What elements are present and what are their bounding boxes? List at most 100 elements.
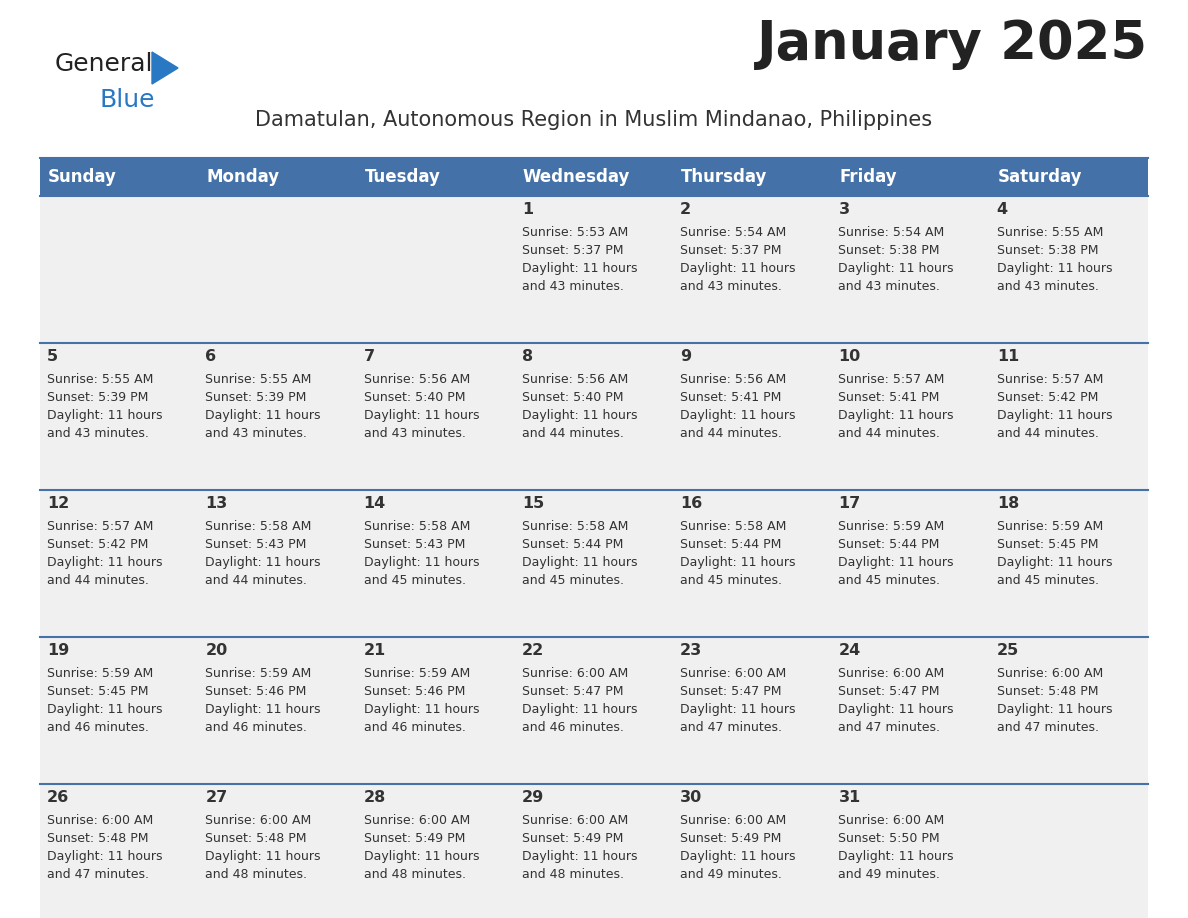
Text: Sunset: 5:44 PM: Sunset: 5:44 PM bbox=[522, 538, 624, 551]
Text: Sunset: 5:37 PM: Sunset: 5:37 PM bbox=[522, 244, 624, 257]
Text: and 46 minutes.: and 46 minutes. bbox=[206, 721, 308, 734]
Text: and 49 minutes.: and 49 minutes. bbox=[681, 868, 782, 881]
Bar bbox=[356, 343, 514, 490]
Text: 3: 3 bbox=[839, 202, 849, 217]
Text: and 43 minutes.: and 43 minutes. bbox=[681, 280, 782, 293]
Text: Sunrise: 5:54 AM: Sunrise: 5:54 AM bbox=[839, 226, 944, 239]
Bar bbox=[832, 196, 990, 343]
Bar bbox=[990, 158, 1148, 196]
Text: and 48 minutes.: and 48 minutes. bbox=[364, 868, 466, 881]
Text: Daylight: 11 hours: Daylight: 11 hours bbox=[839, 850, 954, 863]
Text: Sunrise: 6:00 AM: Sunrise: 6:00 AM bbox=[522, 667, 628, 680]
Text: Daylight: 11 hours: Daylight: 11 hours bbox=[48, 556, 163, 569]
Text: Sunset: 5:50 PM: Sunset: 5:50 PM bbox=[839, 832, 940, 845]
Text: Sunrise: 5:58 AM: Sunrise: 5:58 AM bbox=[522, 520, 628, 533]
Text: 12: 12 bbox=[48, 496, 69, 511]
Text: Daylight: 11 hours: Daylight: 11 hours bbox=[997, 703, 1112, 716]
Text: 23: 23 bbox=[681, 643, 702, 658]
Text: and 46 minutes.: and 46 minutes. bbox=[48, 721, 148, 734]
Text: and 45 minutes.: and 45 minutes. bbox=[839, 574, 941, 587]
Text: 4: 4 bbox=[997, 202, 1007, 217]
Text: Sunrise: 5:59 AM: Sunrise: 5:59 AM bbox=[48, 667, 153, 680]
Text: Sunrise: 5:57 AM: Sunrise: 5:57 AM bbox=[839, 373, 944, 386]
Bar bbox=[674, 196, 832, 343]
Text: Daylight: 11 hours: Daylight: 11 hours bbox=[839, 703, 954, 716]
Text: Daylight: 11 hours: Daylight: 11 hours bbox=[681, 850, 796, 863]
Text: January 2025: January 2025 bbox=[757, 18, 1148, 70]
Bar bbox=[198, 158, 356, 196]
Text: and 43 minutes.: and 43 minutes. bbox=[839, 280, 941, 293]
Text: and 47 minutes.: and 47 minutes. bbox=[997, 721, 1099, 734]
Text: Daylight: 11 hours: Daylight: 11 hours bbox=[522, 409, 637, 422]
Text: Sunset: 5:48 PM: Sunset: 5:48 PM bbox=[48, 832, 148, 845]
Text: 15: 15 bbox=[522, 496, 544, 511]
Text: Sunset: 5:49 PM: Sunset: 5:49 PM bbox=[364, 832, 465, 845]
Text: Daylight: 11 hours: Daylight: 11 hours bbox=[839, 409, 954, 422]
Text: Daylight: 11 hours: Daylight: 11 hours bbox=[206, 409, 321, 422]
Text: 29: 29 bbox=[522, 790, 544, 805]
Text: and 47 minutes.: and 47 minutes. bbox=[48, 868, 148, 881]
Text: Sunset: 5:38 PM: Sunset: 5:38 PM bbox=[839, 244, 940, 257]
Text: Daylight: 11 hours: Daylight: 11 hours bbox=[522, 850, 637, 863]
Text: Daylight: 11 hours: Daylight: 11 hours bbox=[48, 850, 163, 863]
Text: Sunset: 5:49 PM: Sunset: 5:49 PM bbox=[522, 832, 624, 845]
Text: Sunset: 5:47 PM: Sunset: 5:47 PM bbox=[839, 685, 940, 698]
Text: Sunrise: 6:00 AM: Sunrise: 6:00 AM bbox=[997, 667, 1102, 680]
Text: Sunset: 5:39 PM: Sunset: 5:39 PM bbox=[48, 391, 148, 404]
Text: Daylight: 11 hours: Daylight: 11 hours bbox=[48, 409, 163, 422]
Text: and 44 minutes.: and 44 minutes. bbox=[839, 427, 941, 440]
Text: Sunrise: 5:54 AM: Sunrise: 5:54 AM bbox=[681, 226, 786, 239]
Text: Sunset: 5:40 PM: Sunset: 5:40 PM bbox=[522, 391, 624, 404]
Bar bbox=[514, 158, 674, 196]
Text: 10: 10 bbox=[839, 349, 860, 364]
Text: and 49 minutes.: and 49 minutes. bbox=[839, 868, 941, 881]
Bar bbox=[514, 784, 674, 918]
Text: Daylight: 11 hours: Daylight: 11 hours bbox=[997, 409, 1112, 422]
Bar bbox=[356, 196, 514, 343]
Bar bbox=[356, 784, 514, 918]
Text: Sunset: 5:47 PM: Sunset: 5:47 PM bbox=[522, 685, 624, 698]
Text: Sunset: 5:43 PM: Sunset: 5:43 PM bbox=[364, 538, 465, 551]
Bar bbox=[40, 490, 198, 637]
Text: Daylight: 11 hours: Daylight: 11 hours bbox=[48, 703, 163, 716]
Bar bbox=[674, 343, 832, 490]
Text: and 47 minutes.: and 47 minutes. bbox=[681, 721, 782, 734]
Text: 7: 7 bbox=[364, 349, 374, 364]
Text: Sunrise: 5:59 AM: Sunrise: 5:59 AM bbox=[839, 520, 944, 533]
Text: 20: 20 bbox=[206, 643, 228, 658]
Text: Daylight: 11 hours: Daylight: 11 hours bbox=[364, 556, 479, 569]
Text: 24: 24 bbox=[839, 643, 860, 658]
Bar bbox=[198, 637, 356, 784]
Text: 27: 27 bbox=[206, 790, 228, 805]
Text: 6: 6 bbox=[206, 349, 216, 364]
Text: Daylight: 11 hours: Daylight: 11 hours bbox=[522, 556, 637, 569]
Text: and 46 minutes.: and 46 minutes. bbox=[522, 721, 624, 734]
Text: Sunrise: 5:59 AM: Sunrise: 5:59 AM bbox=[364, 667, 469, 680]
Text: and 45 minutes.: and 45 minutes. bbox=[522, 574, 624, 587]
Text: Daylight: 11 hours: Daylight: 11 hours bbox=[364, 850, 479, 863]
Bar bbox=[198, 490, 356, 637]
Text: Sunset: 5:44 PM: Sunset: 5:44 PM bbox=[681, 538, 782, 551]
Text: Sunrise: 6:00 AM: Sunrise: 6:00 AM bbox=[206, 814, 311, 827]
Text: 18: 18 bbox=[997, 496, 1019, 511]
Text: Sunrise: 6:00 AM: Sunrise: 6:00 AM bbox=[839, 814, 944, 827]
Text: Sunrise: 6:00 AM: Sunrise: 6:00 AM bbox=[48, 814, 153, 827]
Text: Daylight: 11 hours: Daylight: 11 hours bbox=[681, 703, 796, 716]
Bar bbox=[514, 196, 674, 343]
Text: and 43 minutes.: and 43 minutes. bbox=[206, 427, 308, 440]
Text: Daylight: 11 hours: Daylight: 11 hours bbox=[522, 262, 637, 275]
Bar bbox=[674, 637, 832, 784]
Bar bbox=[674, 490, 832, 637]
Bar bbox=[990, 637, 1148, 784]
Text: and 45 minutes.: and 45 minutes. bbox=[364, 574, 466, 587]
Text: and 43 minutes.: and 43 minutes. bbox=[997, 280, 1099, 293]
Bar bbox=[514, 343, 674, 490]
Text: Daylight: 11 hours: Daylight: 11 hours bbox=[839, 556, 954, 569]
Text: 19: 19 bbox=[48, 643, 69, 658]
Text: Saturday: Saturday bbox=[998, 168, 1082, 186]
Text: Friday: Friday bbox=[840, 168, 897, 186]
Text: and 44 minutes.: and 44 minutes. bbox=[522, 427, 624, 440]
Text: 13: 13 bbox=[206, 496, 228, 511]
Text: 2: 2 bbox=[681, 202, 691, 217]
Text: Sunset: 5:49 PM: Sunset: 5:49 PM bbox=[681, 832, 782, 845]
